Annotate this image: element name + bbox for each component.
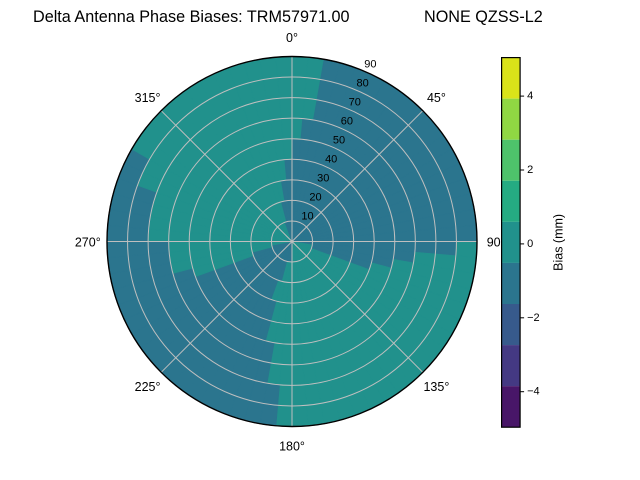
svg-text:−4: −4 xyxy=(527,386,540,398)
svg-text:60: 60 xyxy=(341,116,353,128)
svg-text:−2: −2 xyxy=(527,312,540,324)
svg-text:30: 30 xyxy=(317,173,329,185)
svg-text:0°: 0° xyxy=(286,31,298,45)
svg-text:20: 20 xyxy=(309,192,321,204)
svg-text:40: 40 xyxy=(325,154,337,166)
svg-text:2: 2 xyxy=(527,164,533,176)
svg-text:80: 80 xyxy=(356,78,368,90)
svg-text:180°: 180° xyxy=(279,440,305,454)
svg-text:10: 10 xyxy=(301,210,313,222)
svg-text:315°: 315° xyxy=(135,91,161,105)
svg-text:0: 0 xyxy=(527,238,533,250)
svg-text:45°: 45° xyxy=(427,91,446,105)
svg-text:90: 90 xyxy=(364,59,376,71)
svg-text:270°: 270° xyxy=(75,235,101,249)
svg-text:4: 4 xyxy=(527,90,533,102)
svg-text:135°: 135° xyxy=(423,380,449,394)
svg-text:70: 70 xyxy=(349,97,361,109)
svg-text:225°: 225° xyxy=(135,380,161,394)
svg-text:Bias (mm): Bias (mm) xyxy=(551,214,565,271)
svg-text:50: 50 xyxy=(333,135,345,147)
